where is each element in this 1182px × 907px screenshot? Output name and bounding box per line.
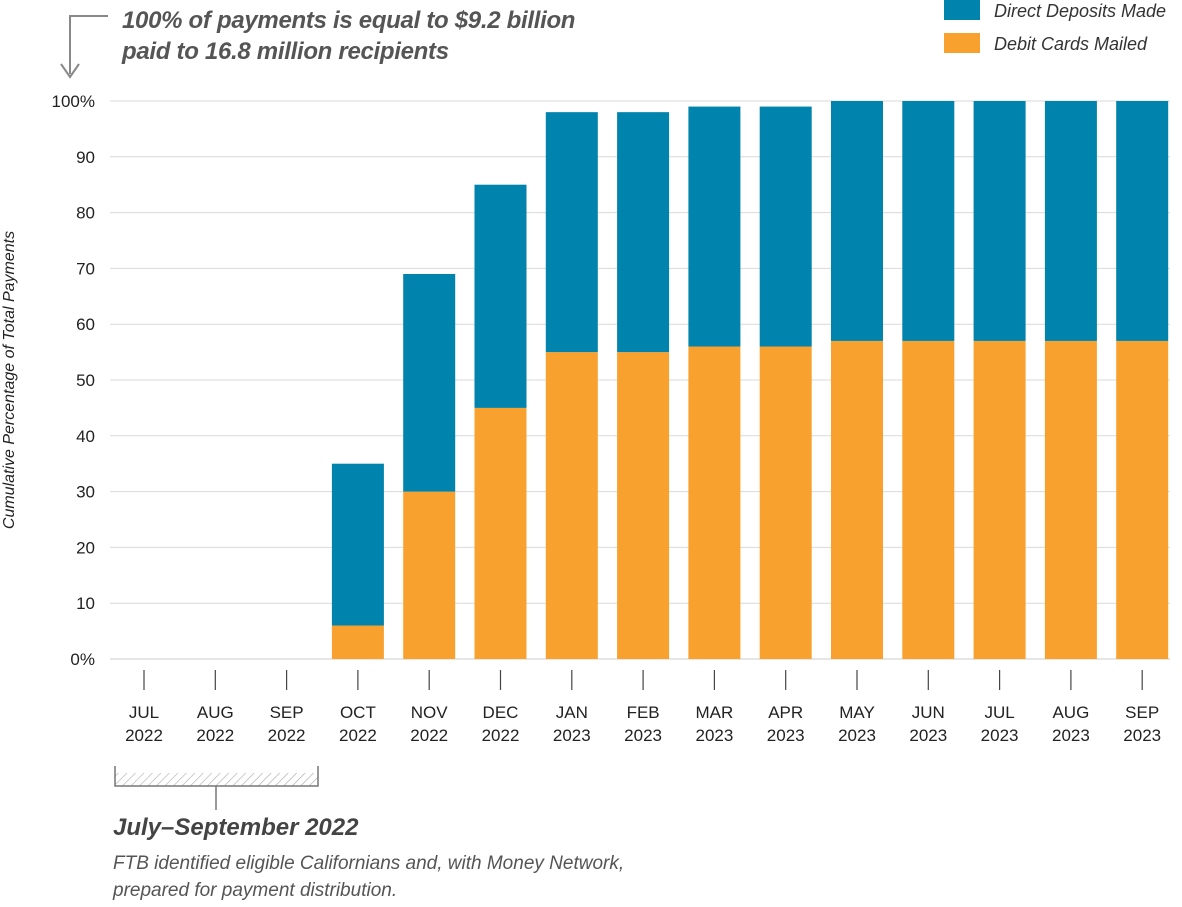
note-line-1: 100% of payments is equal to $9.2 billio…: [122, 7, 576, 34]
legend-swatch: [944, 33, 980, 53]
y-tick-label: 40: [76, 427, 95, 446]
y-tick-label: 0%: [70, 650, 95, 669]
bar-direct-deposits-made: [759, 106, 812, 347]
x-tick-label-month: JUN: [912, 703, 945, 722]
y-tick-label: 80: [76, 204, 95, 223]
bar-debit-cards-mailed: [474, 407, 527, 659]
x-tick-label-year: 2023: [838, 726, 876, 745]
y-tick-label: 10: [76, 594, 95, 613]
x-tick-label-month: AUG: [1052, 703, 1089, 722]
bar-debit-cards-mailed: [902, 340, 955, 659]
x-tick-label-year: 2022: [482, 726, 520, 745]
bar-direct-deposits-made: [973, 101, 1026, 341]
x-axis: JUL 2022 AUG 2022 SEP 2022 OCT 2022 NOV 2022 DEC 20…: [125, 670, 1161, 745]
x-tick-label-month: MAY: [839, 703, 875, 722]
x-tick-label-month: JUL: [129, 703, 159, 722]
x-tick-label-year: 2023: [909, 726, 947, 745]
x-tick-label-year: 2022: [125, 726, 163, 745]
bar-direct-deposits-made: [902, 101, 955, 341]
period-description: FTB identified eligible Californians and…: [113, 850, 753, 904]
period-title: July–September 2022: [113, 814, 359, 841]
bar-direct-deposits-made: [1044, 101, 1097, 341]
legend: Direct Deposits Made Debit Cards Mailed: [944, 0, 1166, 54]
period-bracket: [114, 766, 319, 810]
bar-debit-cards-mailed: [831, 340, 883, 659]
x-tick-label-year: 2023: [624, 726, 662, 745]
legend-label: Direct Deposits Made: [994, 1, 1166, 21]
y-tick-label: 30: [76, 483, 95, 502]
x-tick-label-year: 2023: [981, 726, 1019, 745]
x-tick-label-month: OCT: [340, 703, 376, 722]
y-axis-label: Cumulative Percentage of Total Payments: [1, 231, 18, 529]
x-tick-label-year: 2023: [695, 726, 733, 745]
bar-debit-cards-mailed: [617, 352, 670, 659]
total-payments-note: 100% of payments is equal to $9.2 billio…: [122, 5, 642, 67]
legend-label: Debit Cards Mailed: [994, 34, 1148, 54]
x-tick-label-month: SEP: [270, 703, 304, 722]
bar-debit-cards-mailed: [331, 625, 384, 659]
note-arrowhead-icon: [60, 63, 80, 79]
period-description-line-2: prepared for payment distribution.: [113, 880, 398, 901]
bar-debit-cards-mailed: [545, 352, 598, 659]
y-tick-label: 60: [76, 315, 95, 334]
x-tick-label-year: 2022: [410, 726, 448, 745]
bar-direct-deposits-made: [474, 184, 527, 408]
note-line-2: paid to 16.8 million recipients: [122, 38, 449, 65]
x-tick-label-month: JUL: [984, 703, 1014, 722]
y-tick-label: 100%: [52, 92, 95, 111]
bar-debit-cards-mailed: [759, 346, 812, 659]
y-tick-label: 70: [76, 259, 95, 278]
y-tick-label: 50: [76, 371, 95, 390]
x-tick-label-year: 2022: [196, 726, 234, 745]
bar-direct-deposits-made: [545, 112, 598, 353]
x-tick-label-month: FEB: [627, 703, 660, 722]
x-tick-label-year: 2023: [1123, 726, 1161, 745]
bar-direct-deposits-made: [688, 106, 741, 347]
bar-direct-deposits-made: [1116, 101, 1169, 341]
y-tick-label: 20: [76, 538, 95, 557]
x-tick-label-month: DEC: [483, 703, 519, 722]
x-tick-label-year: 2023: [1052, 726, 1090, 745]
period-description-line-1: FTB identified eligible Californians and…: [113, 853, 625, 874]
bar-debit-cards-mailed: [973, 340, 1026, 659]
bar-direct-deposits-made: [617, 112, 670, 353]
legend-swatch: [944, 0, 980, 20]
x-tick-label-month: NOV: [411, 703, 449, 722]
x-tick-label-month: AUG: [197, 703, 234, 722]
x-tick-label-month: APR: [768, 703, 803, 722]
bar-debit-cards-mailed: [1044, 340, 1097, 659]
y-tick-label: 90: [76, 148, 95, 167]
x-tick-label-year: 2022: [268, 726, 306, 745]
bar-direct-deposits-made: [331, 463, 384, 626]
x-tick-label-month: MAR: [696, 703, 734, 722]
y-axis-ticks: 0% 10 20 30 40 50 60 70 80 90 100%: [52, 92, 95, 669]
bar-direct-deposits-made: [831, 101, 883, 341]
bar-debit-cards-mailed: [403, 491, 456, 659]
x-tick-label-month: SEP: [1125, 703, 1159, 722]
bar-direct-deposits-made: [403, 273, 456, 492]
bar-debit-cards-mailed: [1116, 340, 1169, 659]
x-tick-label-year: 2023: [767, 726, 805, 745]
bar-debit-cards-mailed: [688, 346, 741, 659]
bars: [331, 101, 1169, 659]
x-tick-label-month: JAN: [556, 703, 588, 722]
x-tick-label-year: 2023: [553, 726, 591, 745]
x-tick-label-year: 2022: [339, 726, 377, 745]
note-arrow-icon: [69, 15, 108, 74]
